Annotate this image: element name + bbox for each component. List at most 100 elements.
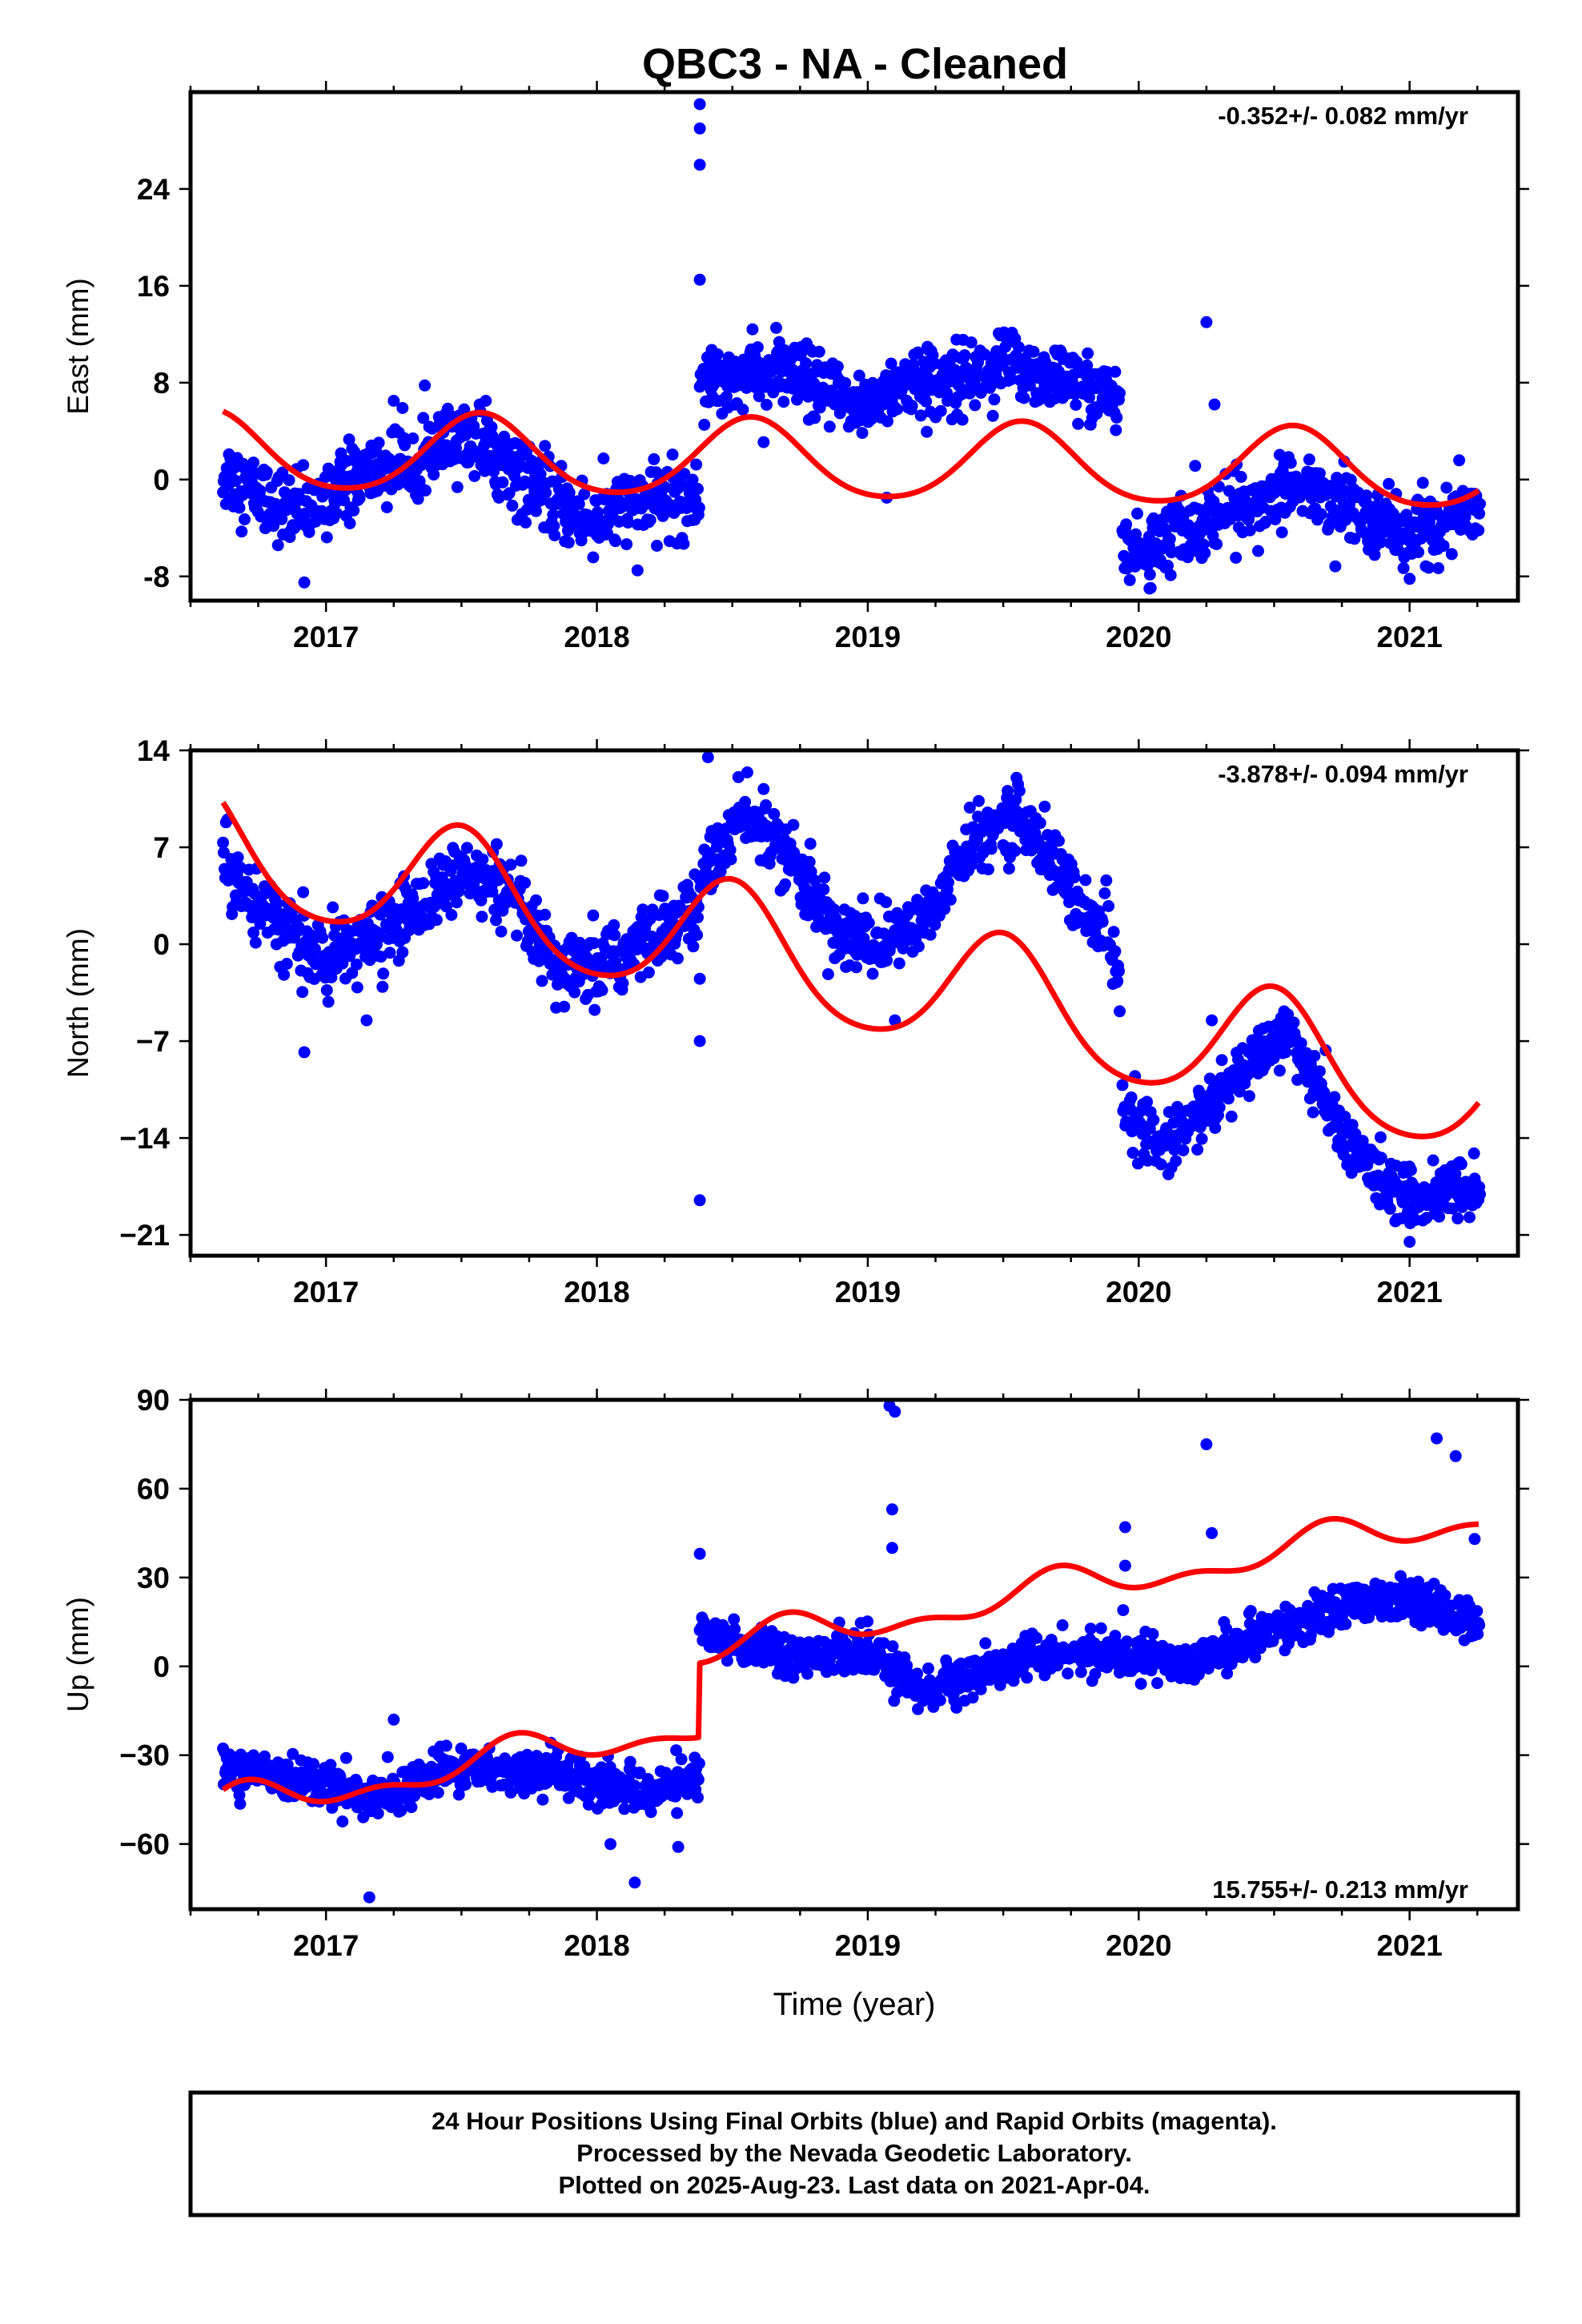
north-data-point <box>1339 1111 1351 1123</box>
east-y-tick-label: 16 <box>137 270 170 303</box>
east-data-point <box>831 360 844 373</box>
north-data-point <box>309 943 321 955</box>
north-data-point <box>1191 1144 1204 1156</box>
east-data-point <box>692 483 704 495</box>
east-data-point <box>1437 540 1450 553</box>
up-x-tick-label: 2017 <box>293 1929 359 1962</box>
east-y-tick-label: 8 <box>153 367 170 400</box>
east-data-point <box>986 409 999 422</box>
up-rate-label: 15.755+/- 0.213 mm/yr <box>1212 1876 1468 1904</box>
up-data-point <box>287 1747 299 1760</box>
east-data-point <box>1259 516 1272 528</box>
up-data-point <box>922 1662 934 1675</box>
up-data-point <box>455 1742 468 1755</box>
up-outlier-point <box>363 1891 375 1904</box>
up-data-point <box>693 1757 705 1770</box>
up-x-tick-label: 2019 <box>835 1929 901 1962</box>
east-data-point <box>1189 460 1202 472</box>
east-data-point <box>1005 373 1018 386</box>
east-data-point <box>548 529 561 541</box>
north-data-point <box>1177 1144 1190 1156</box>
north-data-point <box>1374 1131 1387 1144</box>
east-outlier-point <box>693 98 706 111</box>
east-data-point <box>396 402 409 414</box>
up-data-point <box>692 1791 704 1804</box>
north-data-point <box>1147 1114 1160 1126</box>
north-data-point <box>1474 1188 1486 1200</box>
east-data-point <box>1412 546 1425 558</box>
north-data-point <box>739 795 752 808</box>
north-data-point <box>1096 915 1109 928</box>
east-data-point <box>1329 560 1342 573</box>
up-model-curve <box>221 1516 1480 1805</box>
east-data-point <box>1072 417 1085 430</box>
up-data-point <box>950 1702 963 1714</box>
east-x-tick-label: 2017 <box>293 621 359 653</box>
east-data-point <box>1313 467 1326 480</box>
north-data-point <box>1308 1050 1321 1062</box>
north-data-point <box>1079 874 1092 887</box>
east-y-tick-label: -8 <box>143 561 170 593</box>
east-outlier-point <box>387 395 400 407</box>
up-data-point <box>1134 1678 1147 1691</box>
north-data-point <box>741 766 753 778</box>
up-outlier-point <box>1118 1521 1131 1534</box>
north-y-tick-label: 7 <box>153 831 170 864</box>
east-data-point <box>1423 561 1435 574</box>
up-data-point <box>1146 1628 1159 1640</box>
east-data-point <box>1315 508 1327 521</box>
north-data-point <box>280 958 293 970</box>
north-data-point <box>1053 834 1065 847</box>
east-data-point <box>530 505 542 517</box>
east-data-point <box>965 336 978 349</box>
east-data-point <box>488 464 500 477</box>
east-x-tick-label: 2020 <box>1106 621 1171 653</box>
north-data-point <box>1446 1202 1459 1215</box>
north-data-point <box>818 871 831 884</box>
east-data-point <box>921 425 934 438</box>
up-y-tick-label: 30 <box>137 1562 170 1594</box>
east-data-point <box>1143 568 1156 581</box>
east-data-point <box>690 458 703 471</box>
up-data-point <box>1117 1604 1130 1617</box>
east-data-point <box>1013 341 1025 354</box>
north-data-point <box>1002 862 1015 875</box>
east-data-point <box>506 499 519 512</box>
east-data-point <box>1182 551 1194 564</box>
east-data-point <box>348 445 361 458</box>
up-data-point <box>692 1773 705 1786</box>
up-data-point <box>934 1694 946 1707</box>
east-data-point <box>885 357 897 370</box>
up-x-tick-label: 2018 <box>564 1929 629 1962</box>
east-outlier-point <box>480 395 492 407</box>
north-data-point <box>724 843 737 856</box>
east-data-point <box>1082 347 1094 360</box>
north-data-point <box>866 967 879 980</box>
east-data-point <box>1070 399 1082 411</box>
east-data-point <box>271 539 284 552</box>
east-data-point <box>1440 481 1453 494</box>
north-data-point <box>1113 965 1125 978</box>
north-data-point <box>377 967 390 980</box>
north-data-point <box>924 928 937 941</box>
north-data-point <box>391 913 404 926</box>
east-data-point <box>1472 524 1485 537</box>
up-outlier-point <box>1118 1559 1131 1572</box>
north-data-point <box>350 958 363 971</box>
north-data-point <box>608 919 620 931</box>
up-data-point <box>1030 1631 1043 1644</box>
east-data-point <box>800 357 813 370</box>
east-data-point <box>912 346 924 359</box>
up-data-point <box>452 1788 465 1801</box>
north-data-point <box>450 896 463 909</box>
east-data-point <box>239 513 251 525</box>
up-data-point <box>440 1739 452 1752</box>
east-data-point <box>934 404 947 417</box>
north-data-point <box>1034 817 1046 830</box>
east-data-point <box>1110 424 1122 436</box>
north-data-point <box>1114 1005 1126 1018</box>
up-outlier-point <box>885 1542 898 1554</box>
north-data-point <box>929 919 942 931</box>
